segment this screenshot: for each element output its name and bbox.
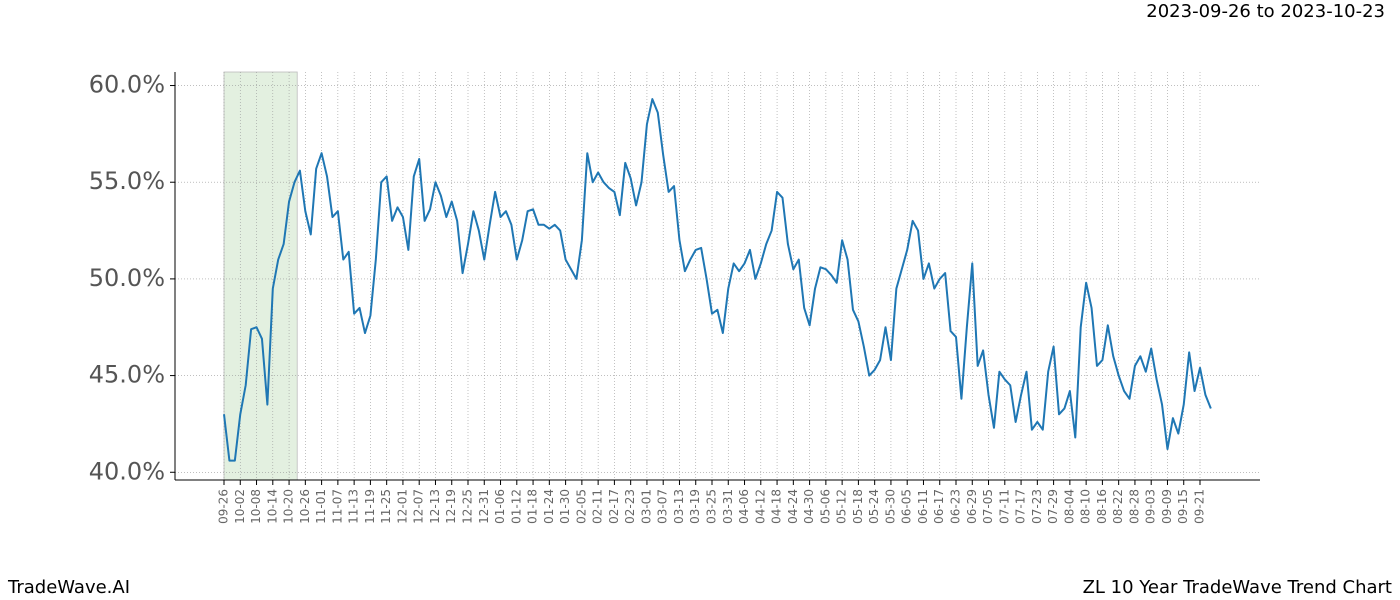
x-tick-label: 12-25 [461,489,475,524]
x-tick-label: 06-23 [949,489,963,524]
y-tick-label: 60.0% [89,71,165,99]
x-tick-label: 02-11 [591,489,605,524]
x-tick-label: 11-19 [363,489,377,524]
x-tick-label: 12-19 [444,489,458,524]
x-tick-label: 05-06 [818,489,832,524]
y-tick-label: 40.0% [89,457,165,485]
x-tick-label: 04-18 [770,489,784,524]
x-tick-label: 04-06 [737,489,751,524]
y-tick-label: 50.0% [89,264,165,292]
x-tick-label: 10-26 [298,489,312,524]
x-tick-label: 12-01 [395,489,409,524]
x-tick-label: 11-07 [330,489,344,524]
x-tick-label: 10-08 [249,489,263,524]
x-tick-label: 05-18 [851,489,865,524]
x-tick-label: 06-17 [932,489,946,524]
x-tick-label: 08-28 [1127,489,1141,524]
chart-title: 2023-09-26 to 2023-10-23 [1146,1,1385,22]
x-tick-label: 10-02 [233,489,247,524]
x-tick-label: 08-16 [1095,489,1109,524]
x-tick-label: 03-31 [721,489,735,524]
x-tick-label: 04-24 [786,489,800,524]
x-tick-label: 07-17 [1014,489,1028,524]
x-tick-label: 07-05 [981,489,995,524]
x-tick-label: 09-26 [217,489,231,524]
x-tick-label: 03-01 [639,489,653,524]
x-tick-label: 06-05 [900,489,914,524]
x-tick-label: 11-13 [347,489,361,524]
highlight-band [223,71,298,481]
x-tick-label: 01-12 [509,489,523,524]
x-tick-label: 03-07 [656,489,670,524]
x-tick-label: 07-23 [1030,489,1044,524]
footer-right: ZL 10 Year TradeWave Trend Chart [1083,577,1392,598]
x-tick-label: 09-09 [1160,489,1174,524]
x-tick-label: 04-30 [802,489,816,524]
x-tick-label: 03-19 [688,489,702,524]
x-tick-label: 04-12 [753,489,767,524]
x-tick-label: 07-11 [997,489,1011,524]
x-tick-label: 09-15 [1176,489,1190,524]
x-tick-label: 05-30 [883,489,897,524]
x-tick-label: 06-29 [965,489,979,524]
x-tick-label: 09-21 [1193,489,1207,524]
x-tick-label: 01-24 [542,489,556,524]
x-tick-label: 02-05 [574,489,588,524]
x-tick-label: 02-17 [607,489,621,524]
x-tick-label: 12-07 [412,489,426,524]
x-tick-label: 10-20 [282,489,296,524]
x-tick-label: 05-24 [867,489,881,524]
x-tick-label: 03-13 [672,489,686,524]
x-tick-label: 10-14 [265,489,279,524]
x-tick-label: 12-13 [428,489,442,524]
x-tick-label: 01-30 [558,489,572,524]
x-tick-label: 11-25 [379,489,393,524]
x-tick-label: 06-11 [916,489,930,524]
x-tick-label: 01-18 [526,489,540,524]
y-tick-label: 45.0% [89,361,165,389]
x-tick-label: 03-25 [705,489,719,524]
x-tick-label: 09-03 [1144,489,1158,524]
x-tick-label: 08-10 [1079,489,1093,524]
x-tick-label: 02-23 [623,489,637,524]
trend-line [223,98,1212,462]
y-tick-label: 55.0% [89,167,165,195]
x-tick-label: 08-22 [1111,489,1125,524]
x-tick-label: 05-12 [835,489,849,524]
x-tick-label: 12-31 [477,489,491,524]
footer-left: TradeWave.AI [7,577,130,598]
x-tick-label: 11-01 [314,489,328,524]
x-tick-label: 07-29 [1046,489,1060,524]
x-tick-label: 08-04 [1062,489,1076,524]
x-tick-label: 01-06 [493,489,507,524]
